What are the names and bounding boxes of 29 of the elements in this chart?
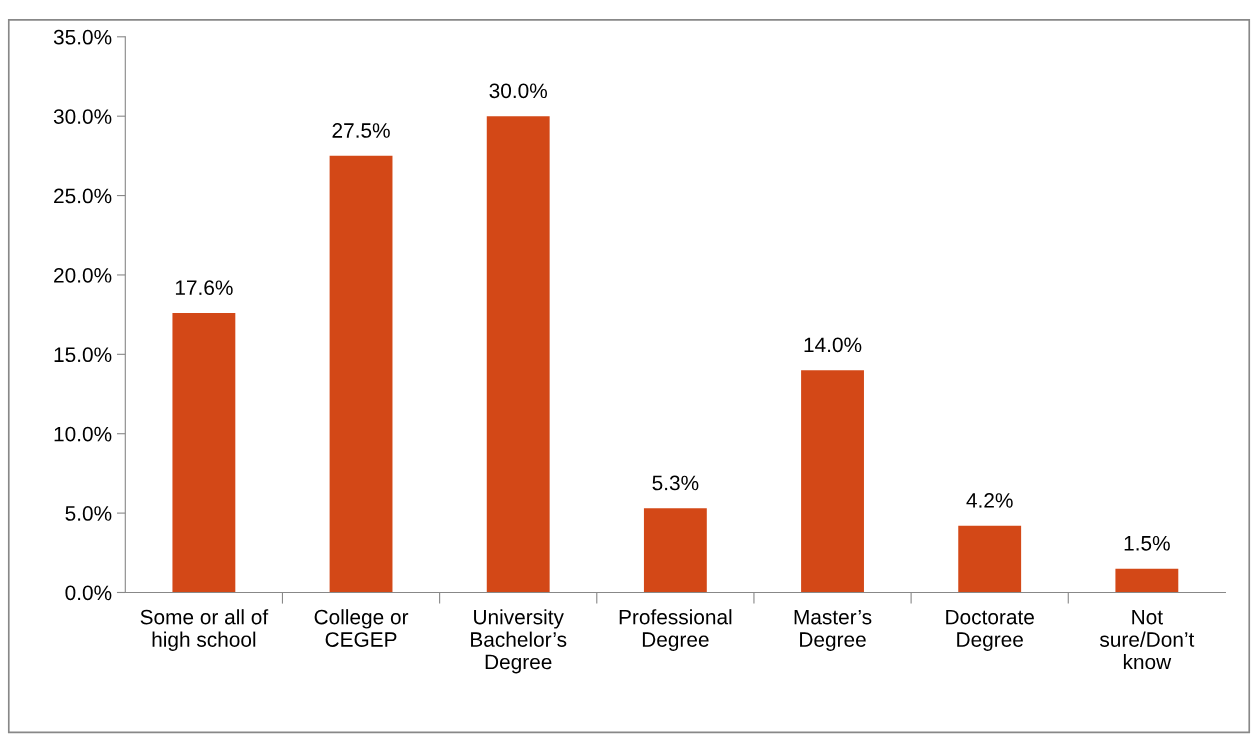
- data-label: 4.2%: [966, 493, 1013, 508]
- x-tick-label: Master’s Degree: [794, 609, 872, 652]
- y-tick-label: 5.0%: [65, 506, 112, 521]
- x-tick-label: University Bachelor’s Degree: [471, 609, 567, 674]
- y-tick-label: 35.0%: [53, 29, 112, 45]
- x-tick-label: Some or all of high school: [140, 609, 269, 652]
- bar: [801, 370, 864, 593]
- data-label: 27.5%: [332, 123, 390, 138]
- bar: [329, 155, 393, 593]
- bar: [486, 116, 550, 593]
- y-tick-label: 25.0%: [54, 188, 112, 204]
- data-label: 14.0%: [804, 337, 862, 353]
- bar: [1115, 568, 1179, 593]
- y-tick-label: 20.0%: [54, 267, 112, 283]
- x-tick-label: Not sure/Don’t know: [1099, 609, 1195, 670]
- x-tick-label: Doctorate Degree: [946, 609, 1034, 652]
- bar: [172, 313, 236, 593]
- data-label: 1.5%: [1124, 536, 1170, 551]
- y-tick-label: 15.0%: [54, 347, 112, 363]
- data-label: 17.6%: [175, 280, 233, 296]
- data-label: 5.3%: [652, 475, 699, 491]
- x-tick-label: College or CEGEP: [314, 609, 409, 647]
- y-tick-label: 10.0%: [54, 426, 112, 442]
- data-label: 30.0%: [489, 83, 547, 99]
- bar: [958, 525, 1022, 593]
- y-tick-label: 30.0%: [53, 109, 112, 124]
- bar: [643, 508, 707, 593]
- x-tick-label: Professional Degree: [619, 609, 732, 652]
- y-tick-label: 0.0%: [65, 585, 112, 601]
